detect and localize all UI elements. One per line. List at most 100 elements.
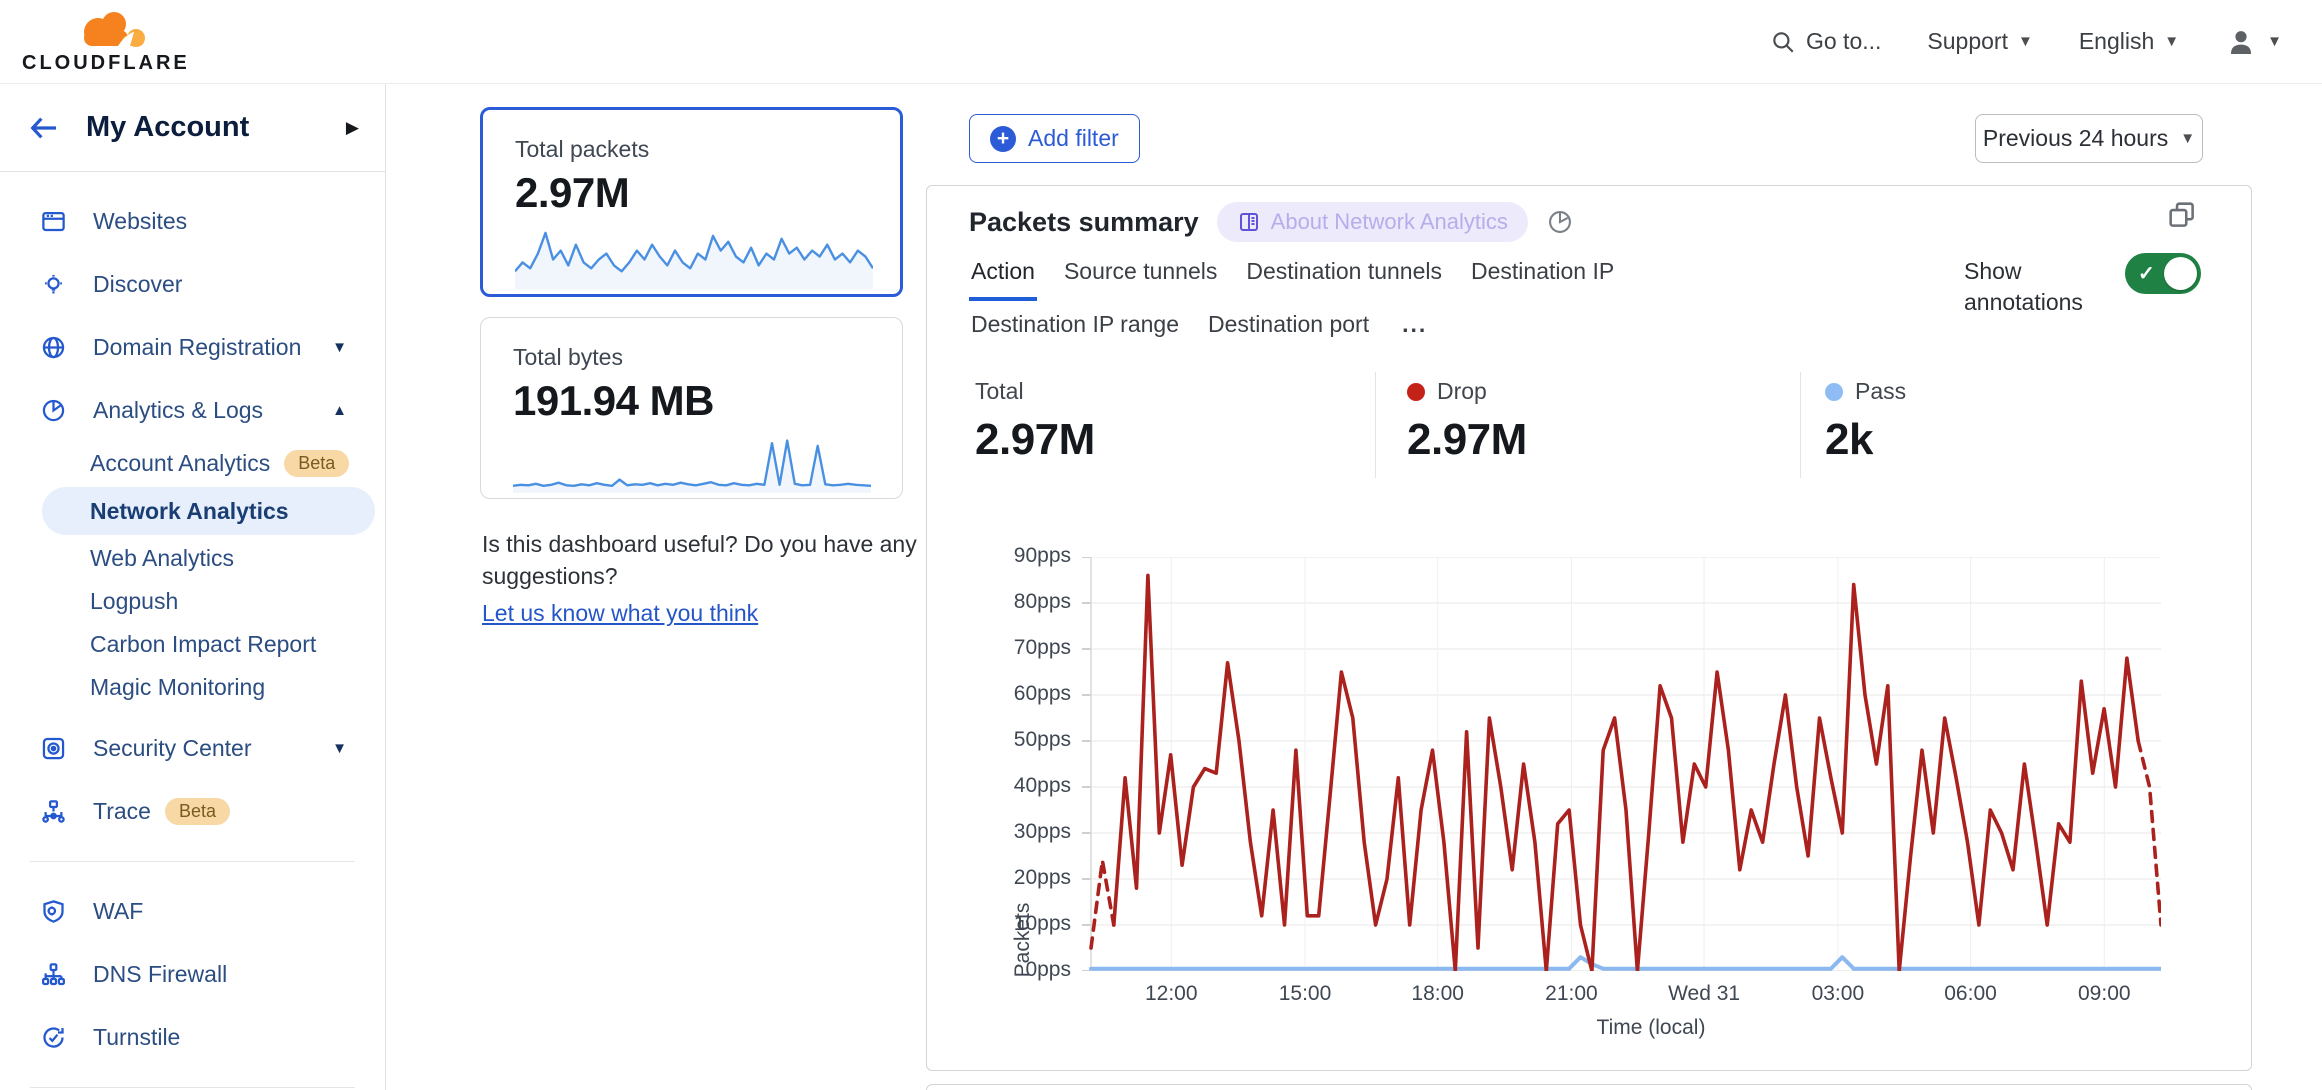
pie-time-icon[interactable]: [1546, 208, 1574, 236]
safe-icon: [42, 737, 65, 760]
tab-destination-port[interactable]: Destination port: [1208, 311, 1370, 337]
sidebar-item-security-center[interactable]: Security Center ▼: [0, 717, 385, 780]
tab-destination-tunnels[interactable]: Destination tunnels: [1246, 258, 1442, 284]
cloudflare-logo[interactable]: CLOUDFLARE: [22, 8, 190, 75]
tab-destination-ip-range[interactable]: Destination IP range: [971, 311, 1179, 337]
user-icon: [2231, 30, 2252, 54]
y-tick-label: 70pps: [1013, 636, 1071, 659]
goto-search[interactable]: Go to...: [1770, 28, 1881, 55]
sidebar-subitem-label: Magic Monitoring: [90, 674, 266, 700]
y-axis-title: Packets: [1011, 902, 1034, 978]
sidebar-subitem-label: Network Analytics: [90, 497, 289, 524]
sidebar-item-label: Analytics & Logs: [93, 397, 264, 423]
sidebar-item-trace[interactable]: Trace Beta: [0, 780, 385, 843]
x-tick-label: 12:00: [1144, 982, 1198, 1005]
add-filter-button[interactable]: + Add filter: [969, 114, 1140, 163]
stat-value: 2.97M: [1407, 415, 1527, 464]
search-icon: [1773, 31, 1794, 53]
packets-chart: [1082, 557, 2161, 971]
sidebar-subitem-web-analytics[interactable]: Web Analytics: [0, 537, 385, 580]
user-menu[interactable]: ▼: [2225, 26, 2282, 58]
account-header: My Account ▶: [0, 84, 385, 172]
sidebar-item-label: WAF: [93, 898, 144, 924]
tab-action[interactable]: Action: [969, 248, 1037, 301]
x-tick-label: 21:00: [1545, 982, 1598, 1005]
x-axis-title: Time (local): [1596, 1016, 1706, 1039]
pie-chart-icon: [42, 399, 65, 422]
language-menu[interactable]: English ▼: [2079, 28, 2179, 55]
sidebar-subitem-label: Account Analytics: [90, 450, 271, 476]
sidebar-item-analytics-logs[interactable]: Analytics & Logs ▲: [0, 379, 385, 442]
chevron-down-icon: ▼: [2267, 33, 2282, 50]
browser-icon: [42, 211, 65, 232]
chevron-up-icon: ▲: [332, 402, 347, 419]
feedback-link[interactable]: Let us know what you think: [482, 600, 759, 626]
y-tick-label: 80pps: [1013, 590, 1071, 613]
cloudflare-logo-text: CLOUDFLARE: [22, 52, 190, 74]
y-tick-label: 90pps: [1013, 544, 1071, 567]
feedback-question: Is this dashboard useful? Do you have an…: [482, 531, 917, 589]
sidebar-item-discover[interactable]: Discover: [0, 253, 385, 316]
toggle-knob: [2164, 257, 2197, 290]
total-bytes-card[interactable]: Total bytes 191.94 MB: [480, 317, 903, 499]
about-network-analytics-badge[interactable]: About Network Analytics: [1216, 202, 1528, 242]
top-nav: Go to... Support ▼ English ▼ ▼: [1770, 26, 2282, 58]
sidebar-subitem-logpush[interactable]: Logpush: [0, 580, 385, 623]
sidebar-item-dns-firewall[interactable]: DNS Firewall: [0, 943, 385, 1006]
total-bytes-sparkline: [513, 439, 871, 493]
total-packets-card[interactable]: Total packets 2.97M: [480, 107, 903, 297]
tab-source-tunnels[interactable]: Source tunnels: [1063, 258, 1218, 284]
language-label: English: [2078, 28, 2155, 54]
refresh-check-icon: [43, 1027, 64, 1048]
tab-destination-ip[interactable]: Destination IP: [1471, 258, 1615, 284]
chevron-down-icon: ▼: [332, 339, 347, 356]
more-tabs-button[interactable]: ...: [1402, 311, 1428, 337]
x-tick-label: 15:00: [1278, 982, 1332, 1005]
sidebar-subitem-carbon-impact-report[interactable]: Carbon Impact Report: [0, 623, 385, 666]
chevron-right-icon[interactable]: ▶: [345, 117, 359, 137]
sidebar-subitem-label: Logpush: [90, 588, 179, 614]
sidebar-divider: [30, 1087, 355, 1088]
stat-value: 2.97M: [975, 415, 1095, 464]
lightbulb-icon: [45, 274, 62, 294]
support-menu[interactable]: Support ▼: [1927, 28, 2032, 55]
beta-badge: Beta: [164, 798, 230, 825]
sidebar-subitem-network-analytics[interactable]: Network Analytics: [42, 487, 375, 535]
show-annotations-label: Show annotations: [1964, 258, 2083, 315]
sidebar-item-label: Websites: [93, 208, 188, 234]
drop-dot-icon: [1407, 382, 1425, 401]
stat-label: Total: [975, 378, 1024, 404]
sidebar-item-label: DNS Firewall: [93, 961, 228, 987]
account-title: My Account: [86, 111, 250, 143]
book-icon: [1239, 213, 1258, 231]
x-tick-label: 06:00: [1944, 982, 1997, 1005]
feedback-block: Is this dashboard useful? Do you have an…: [482, 528, 934, 629]
stat-label: Pass: [1855, 378, 1907, 404]
sidebar-item-turnstile[interactable]: Turnstile: [0, 1006, 385, 1069]
cloudflare-cloud-icon: [83, 12, 145, 47]
y-tick-label: 60pps: [1013, 682, 1071, 705]
show-annotations-toggle[interactable]: ✓: [2125, 253, 2201, 294]
chevron-down-icon: ▼: [332, 740, 347, 757]
sidebar-item-waf[interactable]: WAF: [0, 880, 385, 943]
back-arrow-icon[interactable]: [28, 112, 60, 144]
sidebar-item-websites[interactable]: Websites: [0, 190, 385, 253]
x-tick-label: Wed 31: [1668, 982, 1741, 1005]
chevron-down-icon: ▼: [2180, 130, 2196, 147]
pass-dot-icon: [1825, 382, 1843, 401]
sidebar-item-domain-registration[interactable]: Domain Registration ▼: [0, 316, 385, 379]
chevron-down-icon: ▼: [2017, 33, 2033, 50]
sidebar-item-label: Domain Registration: [93, 334, 302, 360]
tab-bar: Action Source tunnels Destination tunnel…: [969, 248, 1849, 354]
sidebar-subitem-account-analytics[interactable]: Account Analytics Beta: [0, 442, 385, 485]
sidebar-subitem-magic-monitoring[interactable]: Magic Monitoring: [0, 666, 385, 709]
total-packets-value: 2.97M: [515, 169, 630, 216]
stat-label: Drop: [1437, 378, 1487, 404]
globe-icon: [42, 336, 65, 359]
expand-icon[interactable]: [2165, 198, 2199, 232]
stat-value: 2k: [1825, 415, 1873, 464]
plus-icon: +: [990, 125, 1016, 152]
time-range-select[interactable]: Previous 24 hours ▼: [1975, 114, 2203, 163]
y-tick-label: 50pps: [1013, 728, 1071, 751]
sidebar-item-label: Turnstile: [93, 1024, 181, 1050]
